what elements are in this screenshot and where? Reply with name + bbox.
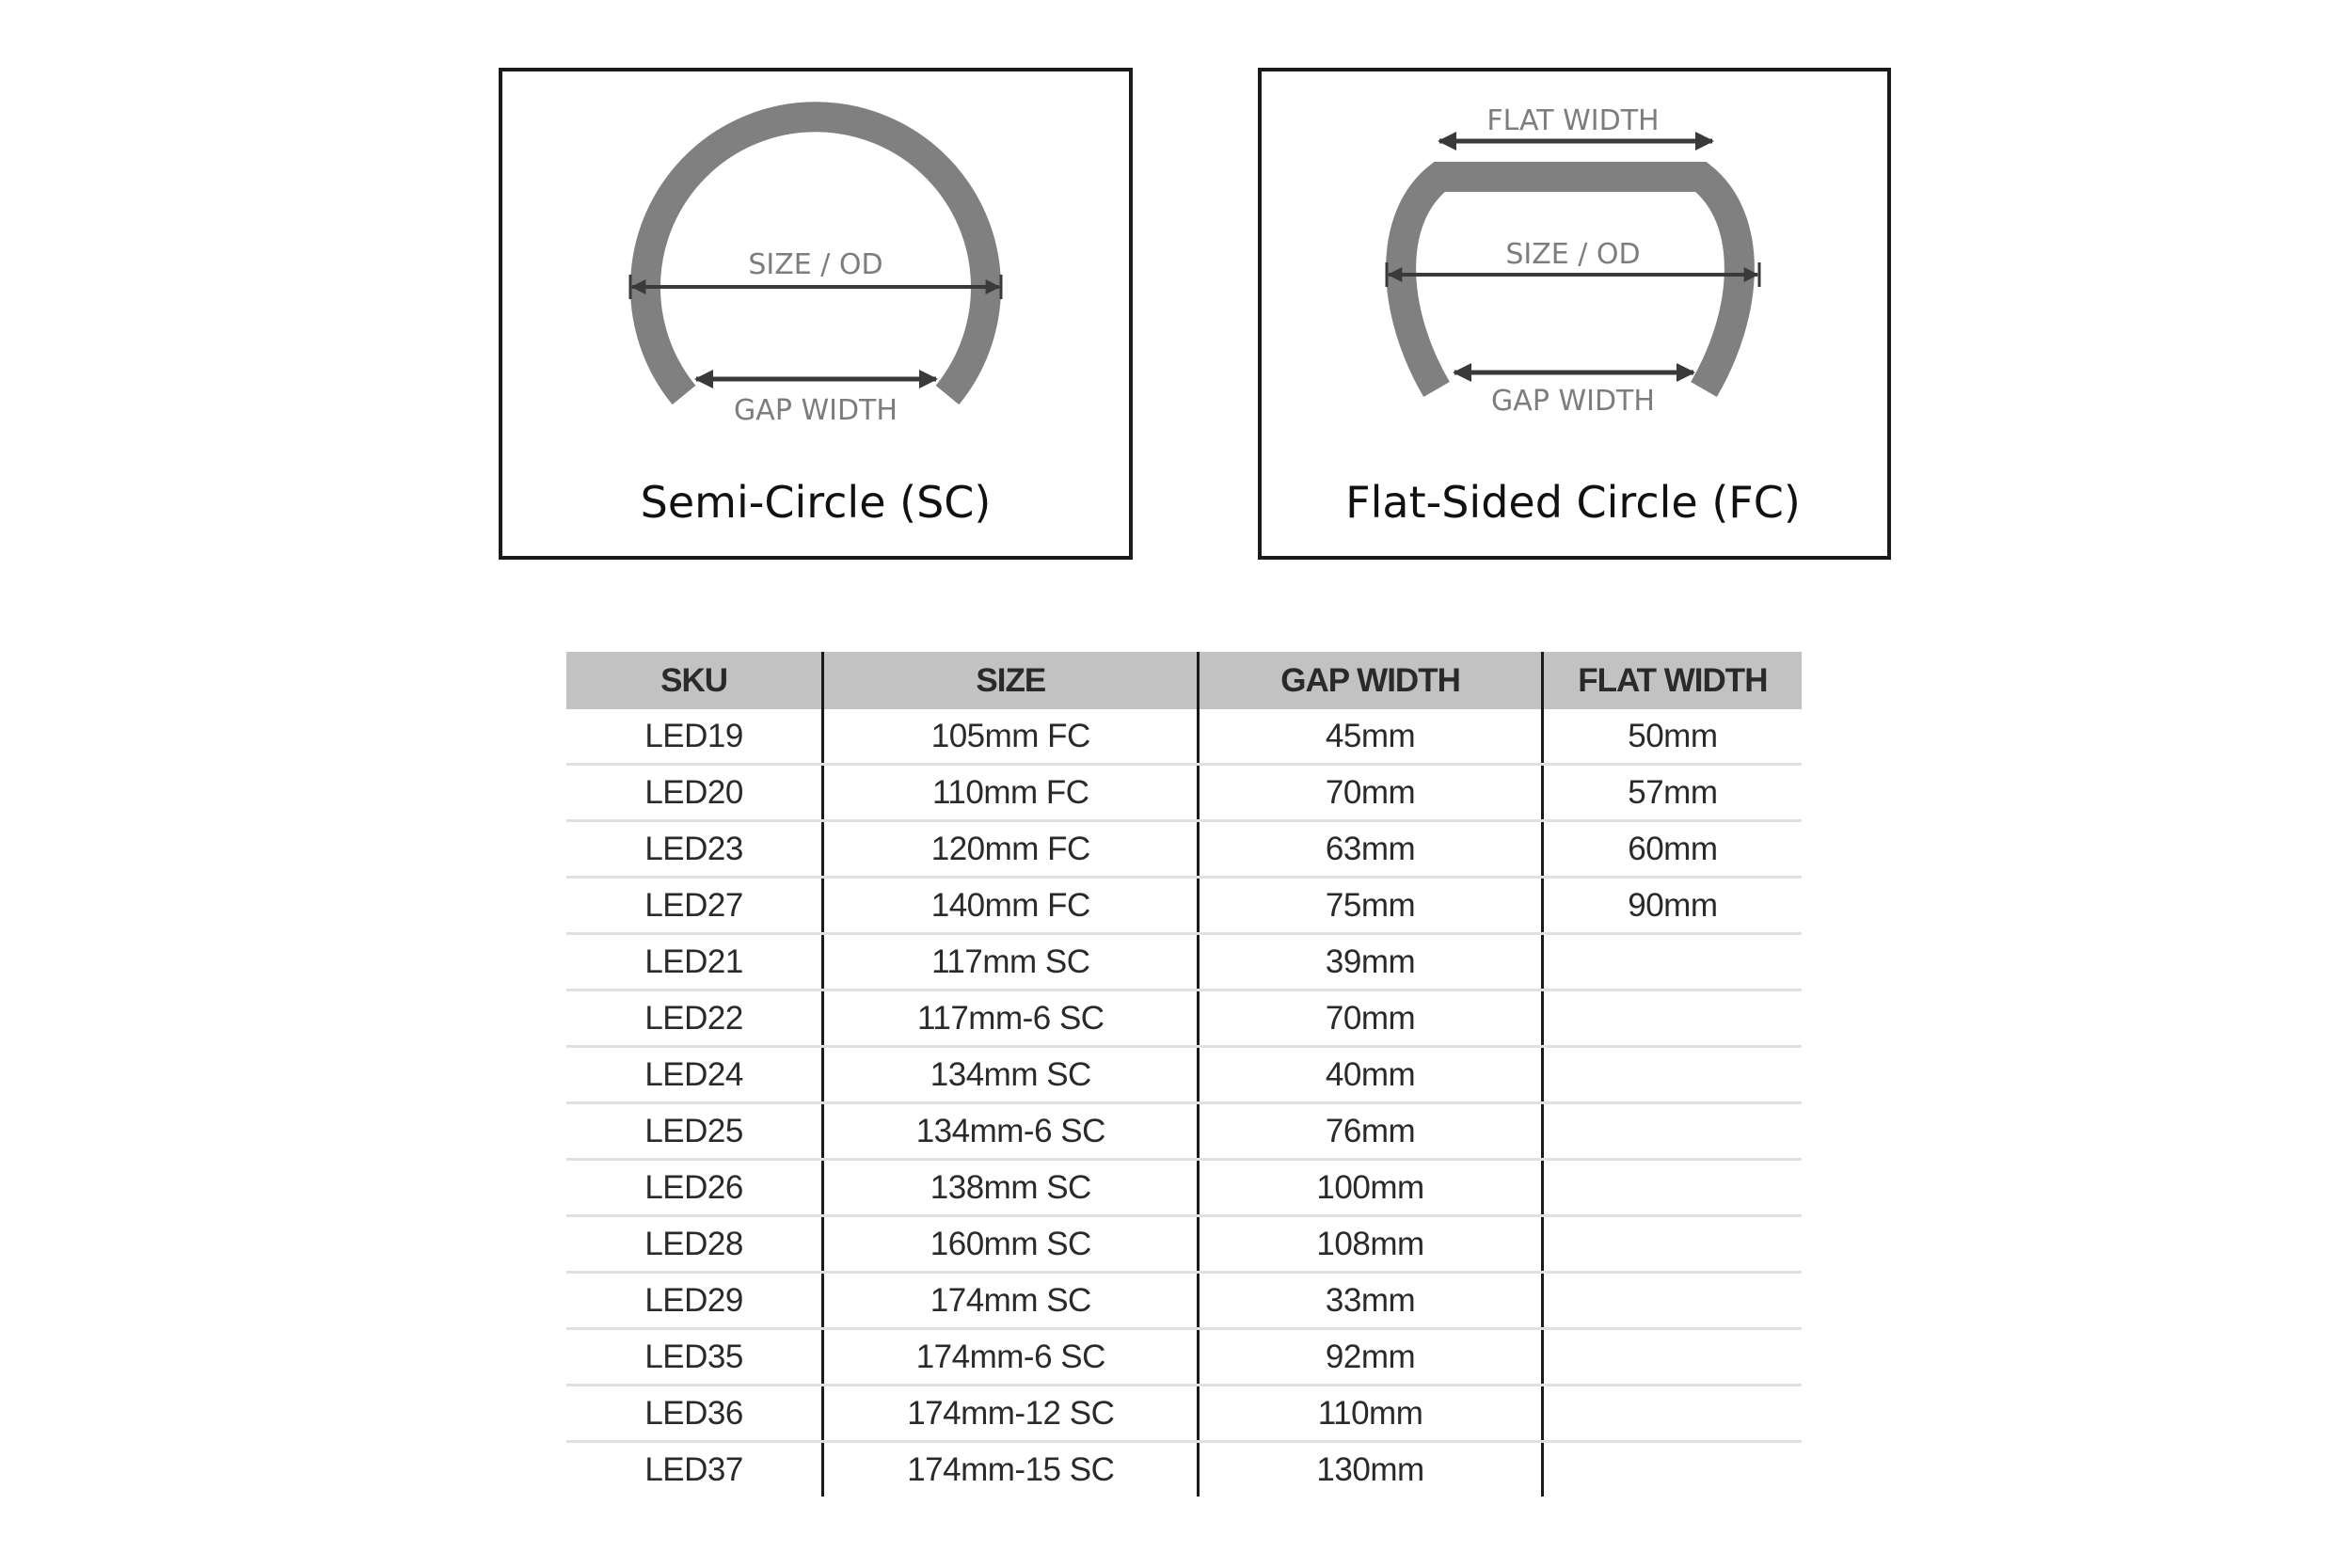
cell-sku: LED28 (566, 1215, 823, 1274)
table-row: LED24 134mm SC 40mm (566, 1046, 1802, 1104)
header-size: SIZE (821, 652, 1199, 709)
header-flat-width: FLAT WIDTH (1540, 652, 1802, 709)
size-od-label: SIZE / OD (748, 248, 882, 281)
cell-gap-width: 75mm (1197, 877, 1543, 935)
cell-sku: LED25 (566, 1102, 823, 1161)
table-row: LED22 117mm-6 SC 70mm (566, 990, 1802, 1048)
cell-flat-width: 60mm (1540, 820, 1802, 879)
size-od-label: SIZE / OD (1505, 238, 1640, 271)
cell-gap-width: 108mm (1197, 1215, 1543, 1274)
table-header-row: SKU SIZE GAP WIDTH FLAT WIDTH (566, 652, 1802, 709)
cell-gap-width: 130mm (1197, 1441, 1543, 1497)
cell-gap-width: 70mm (1197, 990, 1543, 1048)
flat-sided-circle-diagram: FLAT WIDTH SIZE / OD GAP WIDTH Flat-Side… (1345, 104, 1801, 528)
table-row: LED21 117mm SC 39mm (566, 933, 1802, 991)
cell-gap-width: 40mm (1197, 1046, 1543, 1104)
flat-width-label: FLAT WIDTH (1486, 104, 1659, 137)
semi-circle-title: Semi-Circle (SC) (641, 477, 992, 528)
cell-gap-width: 63mm (1197, 820, 1543, 879)
cell-size: 105mm FC (821, 709, 1199, 766)
table-row: LED28 160mm SC 108mm (566, 1215, 1802, 1274)
cell-flat-width: 50mm (1540, 709, 1802, 766)
cell-size: 160mm SC (821, 1215, 1199, 1274)
table-row: LED29 174mm SC 33mm (566, 1272, 1802, 1330)
cell-flat-width (1540, 1385, 1802, 1443)
cell-gap-width: 33mm (1197, 1272, 1543, 1330)
cell-sku: LED22 (566, 990, 823, 1048)
cell-size: 134mm SC (821, 1046, 1199, 1104)
cell-sku: LED24 (566, 1046, 823, 1104)
cell-flat-width: 57mm (1540, 764, 1802, 822)
cell-gap-width: 100mm (1197, 1159, 1543, 1217)
cell-size: 134mm-6 SC (821, 1102, 1199, 1161)
cell-flat-width (1540, 1328, 1802, 1386)
cell-size: 117mm-6 SC (821, 990, 1199, 1048)
cell-gap-width: 92mm (1197, 1328, 1543, 1386)
cell-gap-width: 76mm (1197, 1102, 1543, 1161)
cell-size: 174mm-15 SC (821, 1441, 1199, 1497)
cell-sku: LED19 (566, 709, 823, 766)
cell-flat-width (1540, 1046, 1802, 1104)
semi-circle-diagram: SIZE / OD GAP WIDTH Semi-Circle (SC) (628, 102, 1003, 528)
cell-size: 110mm FC (821, 764, 1199, 822)
cell-flat-width (1540, 933, 1802, 991)
table-row: LED23 120mm FC 63mm 60mm (566, 820, 1802, 879)
cell-gap-width: 70mm (1197, 764, 1543, 822)
cell-flat-width (1540, 990, 1802, 1048)
cell-flat-width (1540, 1215, 1802, 1274)
sku-size-table: SKU SIZE GAP WIDTH FLAT WIDTH LED19 105mm… (566, 652, 1802, 1497)
cell-sku: LED23 (566, 820, 823, 879)
cell-sku: LED35 (566, 1328, 823, 1386)
cell-size: 138mm SC (821, 1159, 1199, 1217)
cell-gap-width: 110mm (1197, 1385, 1543, 1443)
table-row: LED25 134mm-6 SC 76mm (566, 1102, 1802, 1161)
cell-sku: LED29 (566, 1272, 823, 1330)
cell-flat-width (1540, 1159, 1802, 1217)
gap-width-label: GAP WIDTH (1491, 385, 1655, 418)
cell-gap-width: 39mm (1197, 933, 1543, 991)
cell-flat-width (1540, 1102, 1802, 1161)
cell-sku: LED21 (566, 933, 823, 991)
cell-size: 174mm SC (821, 1272, 1199, 1330)
cell-flat-width: 90mm (1540, 877, 1802, 935)
flat-sided-circle-title: Flat-Sided Circle (FC) (1345, 477, 1801, 528)
cell-sku: LED27 (566, 877, 823, 935)
table-row: LED35 174mm-6 SC 92mm (566, 1328, 1802, 1386)
cell-sku: LED26 (566, 1159, 823, 1217)
header-sku: SKU (566, 652, 823, 709)
cell-size: 174mm-6 SC (821, 1328, 1199, 1386)
table-row: LED37 174mm-15 SC 130mm (566, 1441, 1802, 1497)
cell-sku: LED37 (644, 1450, 743, 1488)
table-row: LED19 105mm FC 45mm 50mm (566, 709, 1802, 766)
cell-size: 140mm FC (821, 877, 1199, 935)
header-gap-width: GAP WIDTH (1197, 652, 1543, 709)
table-row: LED20 110mm FC 70mm 57mm (566, 764, 1802, 822)
table-row: LED26 138mm SC 100mm (566, 1159, 1802, 1217)
gap-width-label: GAP WIDTH (734, 394, 898, 427)
cell-sku: LED36 (566, 1385, 823, 1443)
semi-circle-panel (499, 68, 1133, 560)
cell-gap-width: 45mm (1197, 709, 1543, 766)
profile-diagrams: SIZE / OD GAP WIDTH Semi-Circle (SC) FLA… (628, 102, 1801, 528)
cell-size: 174mm-12 SC (821, 1385, 1199, 1443)
flat-sided-ring (1386, 162, 1755, 398)
cell-size: 117mm SC (821, 933, 1199, 991)
cell-sku: LED20 (566, 764, 823, 822)
table-row: LED36 174mm-12 SC 110mm (566, 1385, 1802, 1443)
table-row: LED27 140mm FC 75mm 90mm (566, 877, 1802, 935)
cell-size: 120mm FC (821, 820, 1199, 879)
cell-flat-width (1540, 1272, 1802, 1330)
cell-flat-width (1540, 1441, 1802, 1497)
